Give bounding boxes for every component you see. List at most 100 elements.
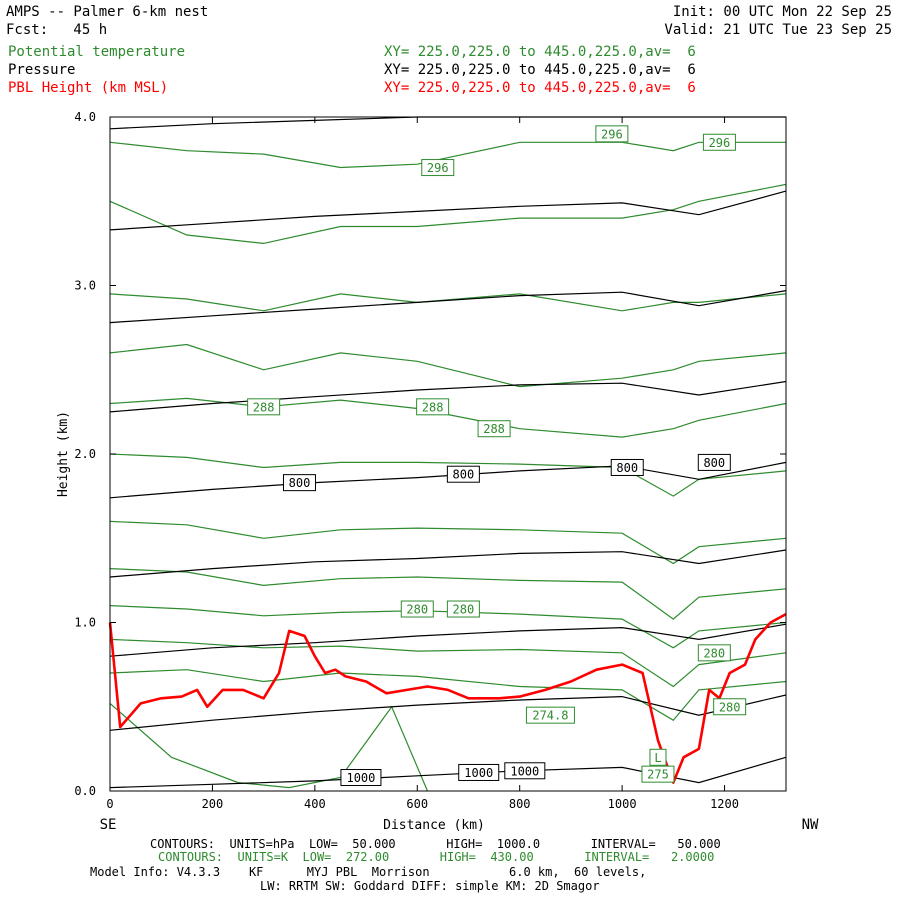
pbl-height-series xyxy=(108,612,787,784)
contour-label-text: 800 xyxy=(289,476,311,490)
legend-pbl-xy: XY= 225.0,225.0 to 445.0,225.0,av= 6 xyxy=(384,80,696,96)
contour-label-text: 800 xyxy=(616,461,638,475)
contour-label: 1000 xyxy=(340,769,382,787)
contour-label-box xyxy=(247,398,281,416)
pressure-contour-600 xyxy=(109,116,786,130)
contour-label-text: 288 xyxy=(253,400,275,414)
contour-label-text: 800 xyxy=(703,456,725,470)
contour-label-box xyxy=(697,644,731,662)
theta-contour-290 xyxy=(109,343,787,388)
contour-label: 275 xyxy=(641,765,675,783)
contour-label-text: 280 xyxy=(719,700,741,714)
y-tick-label: 3.0 xyxy=(74,279,96,293)
contour-label-text: 274.8 xyxy=(532,709,568,723)
contour-label-box xyxy=(400,600,434,618)
pressure-contour-950 xyxy=(109,694,787,731)
x-start-label: SE xyxy=(100,817,117,833)
contour-label: 288 xyxy=(477,420,511,438)
theta-contour-276 xyxy=(109,669,787,721)
legend-pressure-xy: XY= 225.0,225.0 to 445.0,225.0,av= 6 xyxy=(384,62,696,78)
x-tick-label: 800 xyxy=(509,797,531,811)
x-tick-label: 600 xyxy=(406,797,428,811)
theta-contour-284 xyxy=(109,520,787,565)
contour-label-box xyxy=(458,763,500,781)
valid-time: Valid: 21 UTC Tue 23 Sep 25 xyxy=(664,22,892,38)
theta-contour-292 xyxy=(109,293,787,312)
pressure-contour-850 xyxy=(109,549,787,578)
contour-label-box xyxy=(416,398,450,416)
contour-label-box xyxy=(340,769,382,787)
pbl-height-line xyxy=(108,612,787,784)
contour-labels: 296 296 296 288 288 288 800 800 800 800 280 280 280 2… xyxy=(247,125,747,787)
contour-label-box xyxy=(702,133,736,151)
contour-label: 800 xyxy=(446,465,480,483)
theta-contours xyxy=(109,141,787,792)
contour-label: 800 xyxy=(282,474,316,492)
x-tick-label: 0 xyxy=(106,797,113,811)
contour-label: 288 xyxy=(416,398,450,416)
contour-label: 280 xyxy=(697,644,731,662)
footer-physics-info: LW: RRTM SW: Goddard DIFF: simple KM: 2D… xyxy=(260,879,600,893)
contour-label-box xyxy=(641,765,675,783)
contour-label-text: 288 xyxy=(483,422,505,436)
contour-label: 800 xyxy=(697,453,731,471)
legend-theta-name: Potential temperature xyxy=(8,44,186,60)
contour-label-box xyxy=(446,600,480,618)
theta-contour-278 xyxy=(109,638,787,688)
contour-label-text: 1000 xyxy=(346,771,375,785)
contour-label-text: 275 xyxy=(647,768,669,782)
contour-label-box xyxy=(595,125,629,143)
contour-label-text: 296 xyxy=(601,127,623,141)
theta-contour-294 xyxy=(109,183,787,245)
contour-label-text: 280 xyxy=(453,603,475,617)
footer-model-info: Model Info: V4.3.3 KF MYJ PBL Morrison 6… xyxy=(90,865,647,879)
contour-label: 296 xyxy=(595,125,629,143)
contour-label-text: L xyxy=(654,751,661,765)
x-tick-label: 1000 xyxy=(608,797,637,811)
contour-label-text: 1000 xyxy=(464,766,493,780)
contour-label-box xyxy=(504,762,546,780)
contour-label: 800 xyxy=(610,458,644,476)
contour-label: 296 xyxy=(421,159,455,177)
contour-label: 288 xyxy=(247,398,281,416)
init-time: Init: 00 UTC Mon 22 Sep 25 xyxy=(672,4,892,20)
footer-pressure-contours: CONTOURS: UNITS=hPa LOW= 50.000 HIGH= 10… xyxy=(150,837,721,851)
contour-label: 1000 xyxy=(504,762,546,780)
contour-label-box xyxy=(282,474,316,492)
legend-pbl-name: PBL Height (km MSL) xyxy=(8,80,169,96)
pressure-contour-900 xyxy=(109,623,787,657)
contour-label-text: 296 xyxy=(709,136,731,150)
y-tick-label: 2.0 xyxy=(74,447,96,461)
x-end-label: NW xyxy=(802,817,819,833)
contour-label-box xyxy=(713,698,747,716)
contour-label-box xyxy=(610,458,644,476)
contour-label-box xyxy=(525,706,575,724)
y-axis-label: Height (km) xyxy=(56,411,71,497)
x-tick-label: 1200 xyxy=(710,797,739,811)
contour-label: 280 xyxy=(400,600,434,618)
chart-title: AMPS -- Palmer 6-km nest xyxy=(6,4,209,20)
contour-label-text: 800 xyxy=(453,468,475,482)
contour-label-box xyxy=(421,159,455,177)
contour-label-box xyxy=(446,465,480,483)
forecast-hour: Fcst: 45 h xyxy=(6,22,108,38)
theta-contour-296 xyxy=(109,141,786,169)
contour-label-text: 280 xyxy=(703,646,725,660)
contour-label-text: 288 xyxy=(422,400,444,414)
y-tick-label: 4.0 xyxy=(74,110,96,124)
x-tick-label: 200 xyxy=(202,797,224,811)
contour-label-text: 296 xyxy=(427,161,449,175)
contour-label: L xyxy=(649,748,667,766)
contour-label: 1000 xyxy=(458,763,500,781)
contour-label: 280 xyxy=(713,698,747,716)
y-tick-label: 1.0 xyxy=(74,616,96,630)
axes: 0 200 400 600 800 1000 1200 0.0 1.0 2.0 3.0 4.0 xyxy=(74,110,786,811)
contour-label: 274.8 xyxy=(525,706,575,724)
pressure-contour-700 xyxy=(109,290,787,324)
pressure-contour-650 xyxy=(109,190,787,231)
x-tick-label: 400 xyxy=(304,797,326,811)
contour-label-box xyxy=(477,420,511,438)
footer-theta-contours: CONTOURS: UNITS=K LOW= 272.00 HIGH= 430.… xyxy=(158,850,715,864)
theta-contour-286 xyxy=(109,453,787,497)
contour-label-box xyxy=(649,748,667,766)
